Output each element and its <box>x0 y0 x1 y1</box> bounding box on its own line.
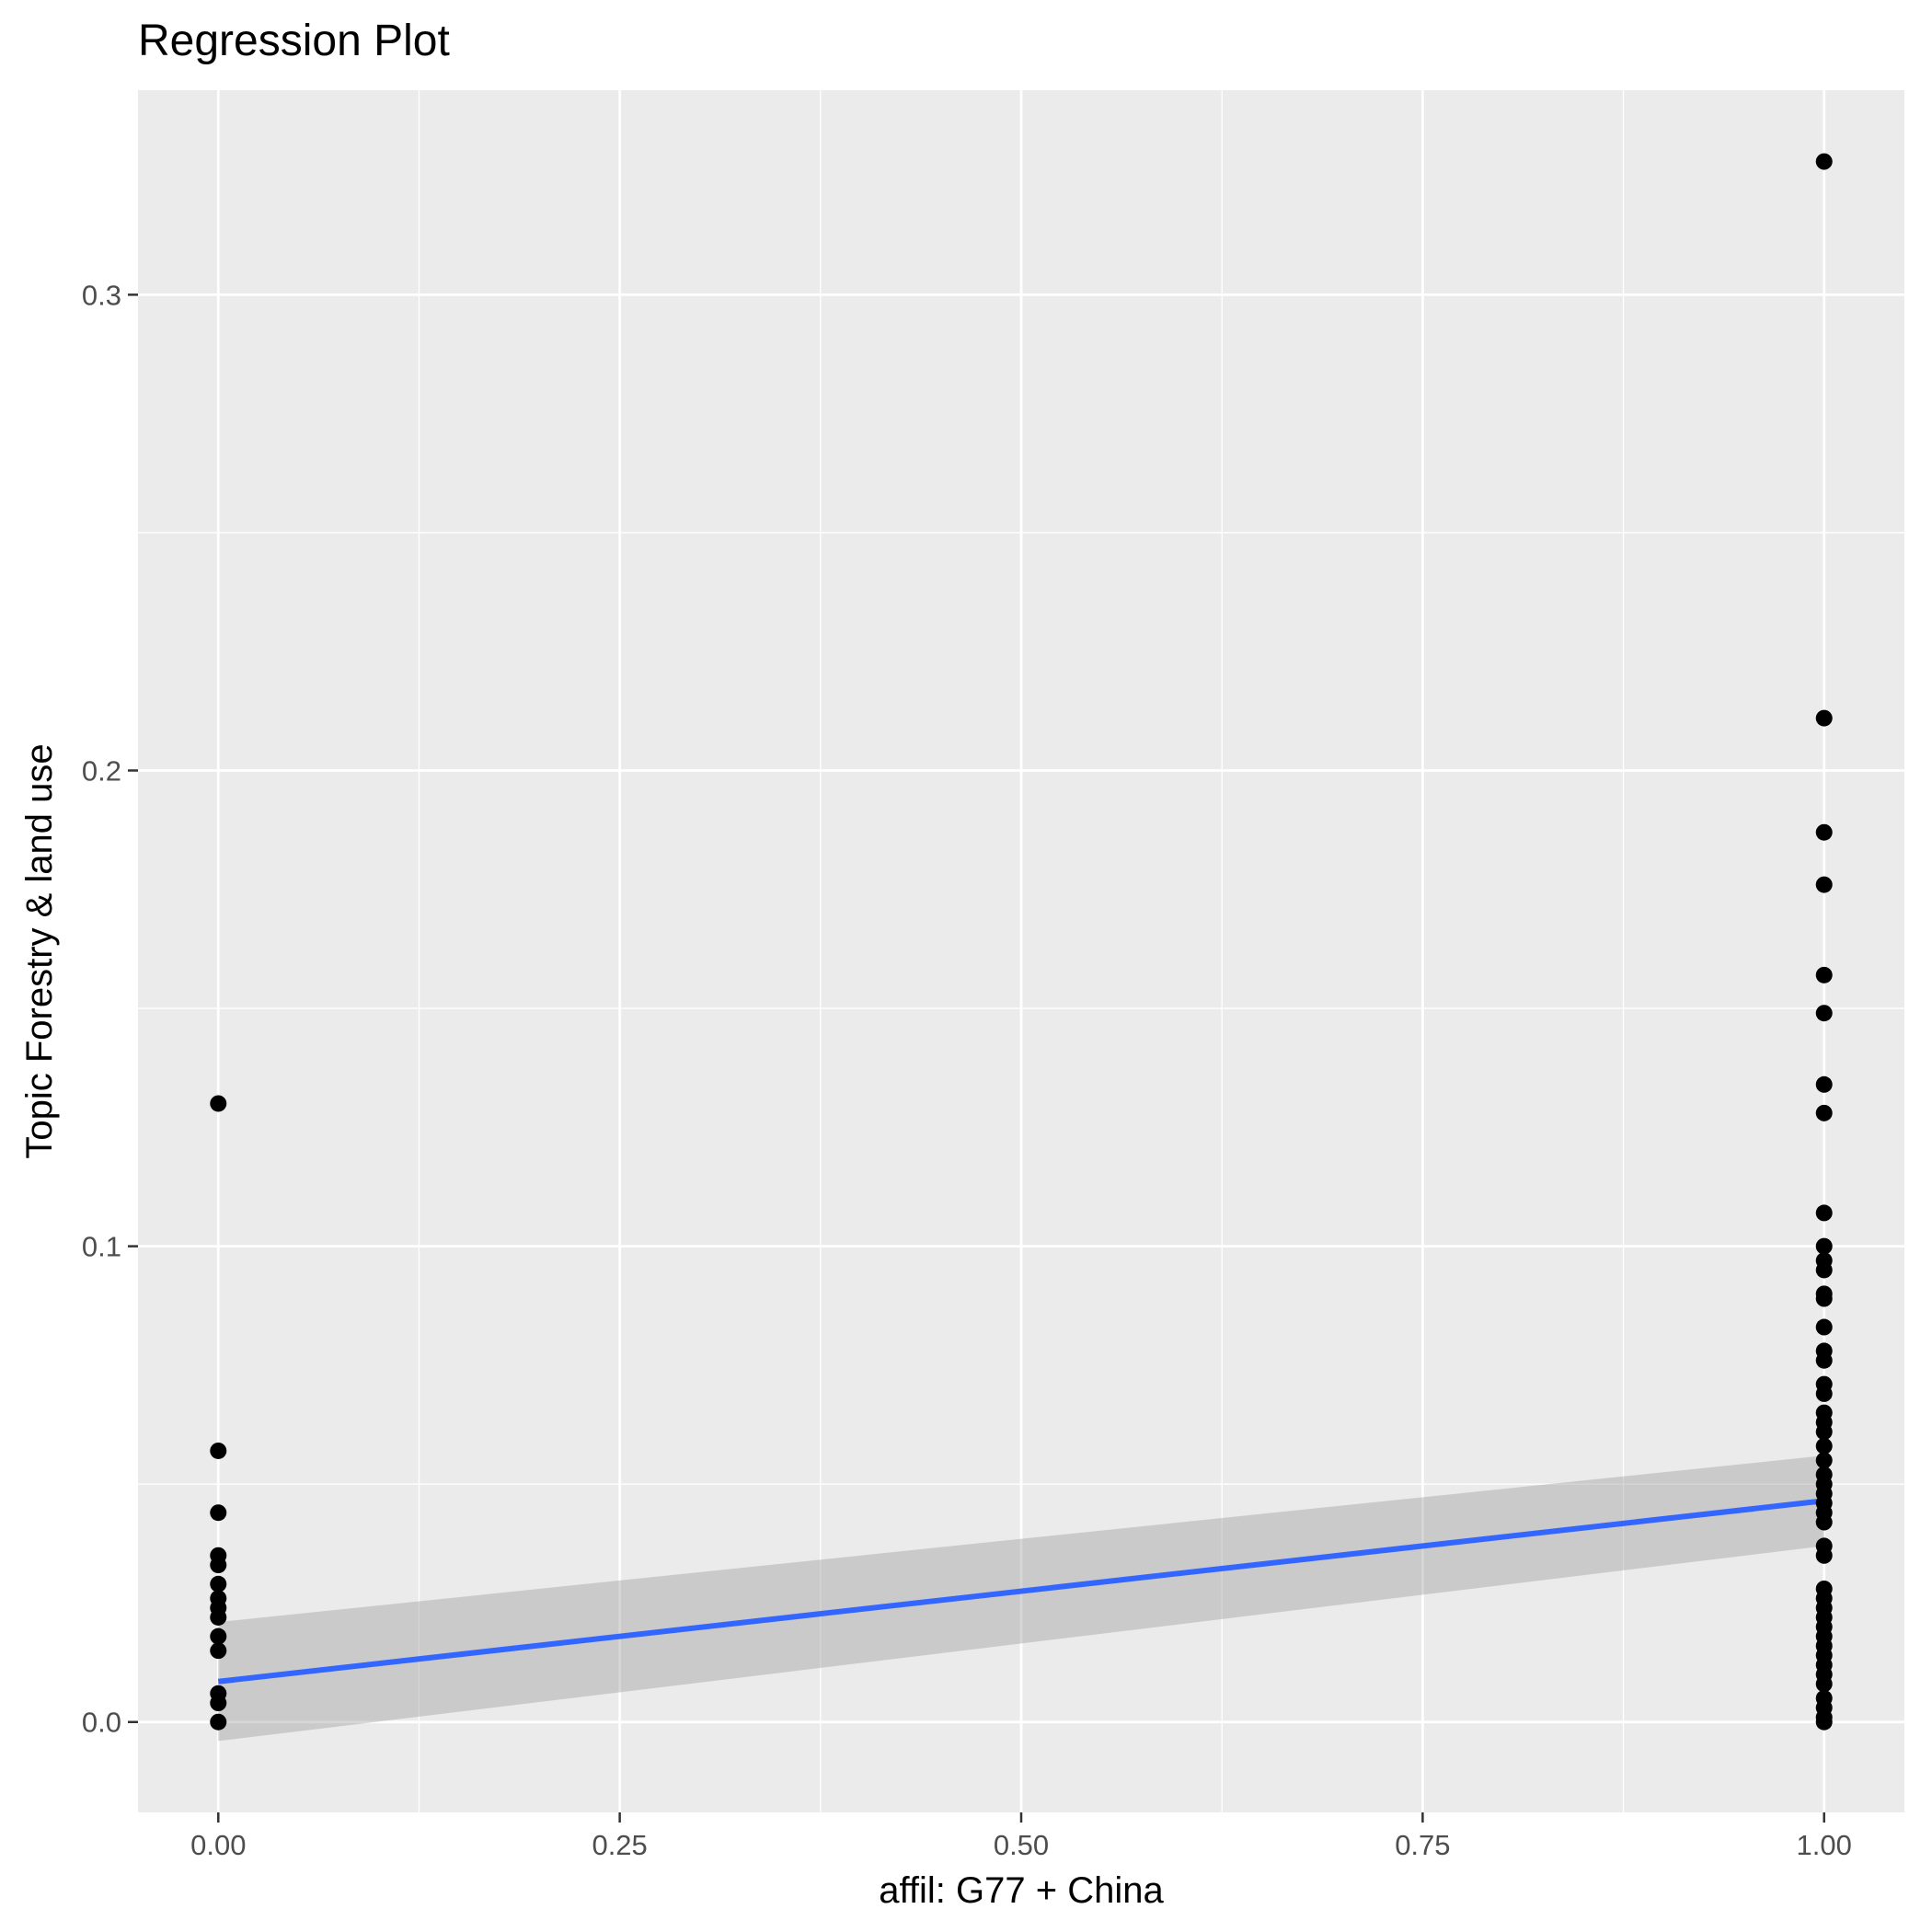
chart-title: Regression Plot <box>138 17 450 65</box>
x-tick-label: 0.50 <box>994 1829 1049 1861</box>
data-points <box>210 153 1833 1731</box>
regression-line-group <box>217 1498 1825 1685</box>
data-point <box>1815 153 1833 170</box>
data-point <box>210 1608 227 1626</box>
data-point <box>210 1713 227 1731</box>
y-axis: 0.0 0.1 0.2 0.3 <box>82 279 138 1739</box>
data-point <box>210 1504 227 1522</box>
x-tick-label: 0.75 <box>1395 1829 1450 1861</box>
data-point <box>210 1695 227 1712</box>
data-point <box>1815 1437 1833 1455</box>
y-axis-label: Topic Forestry & land use <box>19 743 60 1158</box>
x-axis-label: affil: G77 + China <box>879 1870 1164 1911</box>
data-point <box>1815 1452 1833 1469</box>
data-point <box>1815 1385 1833 1402</box>
data-point <box>1815 1075 1833 1093</box>
data-point <box>1815 1290 1833 1307</box>
data-point <box>210 1627 227 1645</box>
confidence-band <box>218 1455 1824 1742</box>
x-axis: 0.00 0.25 0.50 0.75 1.00 <box>190 1812 1852 1861</box>
data-point <box>1815 1675 1833 1693</box>
data-point <box>1815 1204 1833 1222</box>
y-tick-label: 0.0 <box>82 1707 121 1739</box>
data-point <box>1815 1237 1833 1255</box>
data-point <box>1815 1005 1833 1022</box>
y-tick-label: 0.2 <box>82 754 121 787</box>
regression-line <box>217 1498 1825 1685</box>
confidence-band-group <box>218 1455 1824 1742</box>
data-point <box>1815 1318 1833 1336</box>
data-point <box>1815 1104 1833 1121</box>
data-point <box>1815 966 1833 983</box>
data-point <box>1815 709 1833 727</box>
y-tick-label: 0.3 <box>82 279 121 311</box>
gridlines <box>138 90 1904 1812</box>
data-point <box>1815 1513 1833 1531</box>
data-point <box>1815 823 1833 841</box>
data-point <box>1815 876 1833 893</box>
data-point <box>210 1095 227 1112</box>
data-point <box>210 1575 227 1593</box>
data-point <box>1815 1351 1833 1369</box>
x-tick-label: 0.25 <box>592 1829 647 1861</box>
data-point <box>210 1557 227 1574</box>
data-point <box>210 1442 227 1459</box>
data-point <box>1815 1261 1833 1279</box>
x-tick-label: 1.00 <box>1797 1829 1852 1861</box>
x-tick-label: 0.00 <box>190 1829 246 1861</box>
data-point <box>1815 1547 1833 1564</box>
data-point <box>1815 1713 1833 1731</box>
y-tick-label: 0.1 <box>82 1231 121 1263</box>
data-point <box>210 1642 227 1660</box>
data-point <box>1815 1423 1833 1441</box>
